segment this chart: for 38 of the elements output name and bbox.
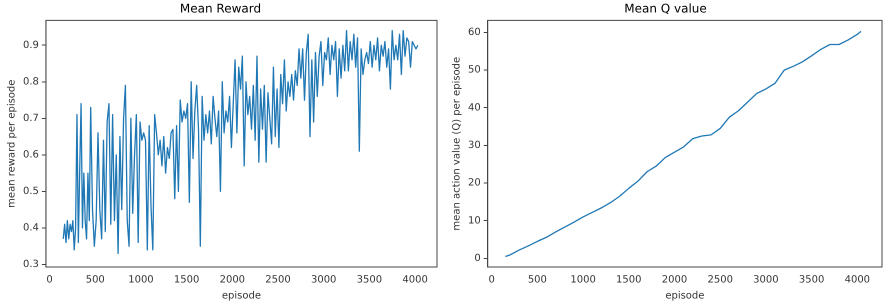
x-tick-label: 500 [86,274,105,286]
x-tick-label: 1500 [174,274,200,286]
y-tick-label: 0 [474,252,481,264]
x-tick-label: 1000 [128,274,154,286]
y-tick-label: 0.3 [22,259,39,270]
y-tick-label: 30 [468,140,481,151]
y-tick-label: 0.6 [22,149,39,160]
y-axis-title: mean reward per episode [6,80,18,208]
y-tick-label: 0.9 [22,40,39,51]
x-tick-label: 1000 [570,274,596,286]
x-tick-label: 3000 [753,274,779,286]
x-tick-label: 0 [46,274,53,286]
y-tick-label: 0.8 [22,76,39,88]
x-tick-label: 3000 [310,274,336,286]
y-tick-label: 10 [468,215,481,226]
x-tick-label: 3500 [798,274,824,286]
x-tick-label: 2500 [265,274,291,286]
x-tick-label: 2000 [662,274,688,286]
x-tick-label: 4000 [844,274,870,286]
x-tick-label: 4000 [402,274,428,286]
y-tick-label: 50 [468,64,481,76]
x-tick-label: 3500 [356,274,382,286]
y-tick-label: 0.4 [22,222,39,234]
x-axis-title: episode [222,290,262,302]
x-tick-label: 500 [528,274,547,286]
y-tick-label: 0.7 [22,112,39,124]
x-tick-label: 2000 [220,274,246,286]
y-tick-label: 60 [468,27,481,38]
chart-title: Mean Q value [624,1,707,16]
chart-title: Mean Reward [180,1,262,16]
y-tick-label: 40 [468,102,481,114]
y-tick-label: 20 [468,178,481,189]
x-axis-title: episode [665,290,704,302]
y-tick-label: 0.5 [22,186,39,197]
x-tick-label: 1500 [616,274,642,286]
x-tick-label: 2500 [707,274,733,286]
y-axis-title: mean action value (Q) per episode [452,56,463,231]
x-tick-label: 0 [488,274,495,286]
